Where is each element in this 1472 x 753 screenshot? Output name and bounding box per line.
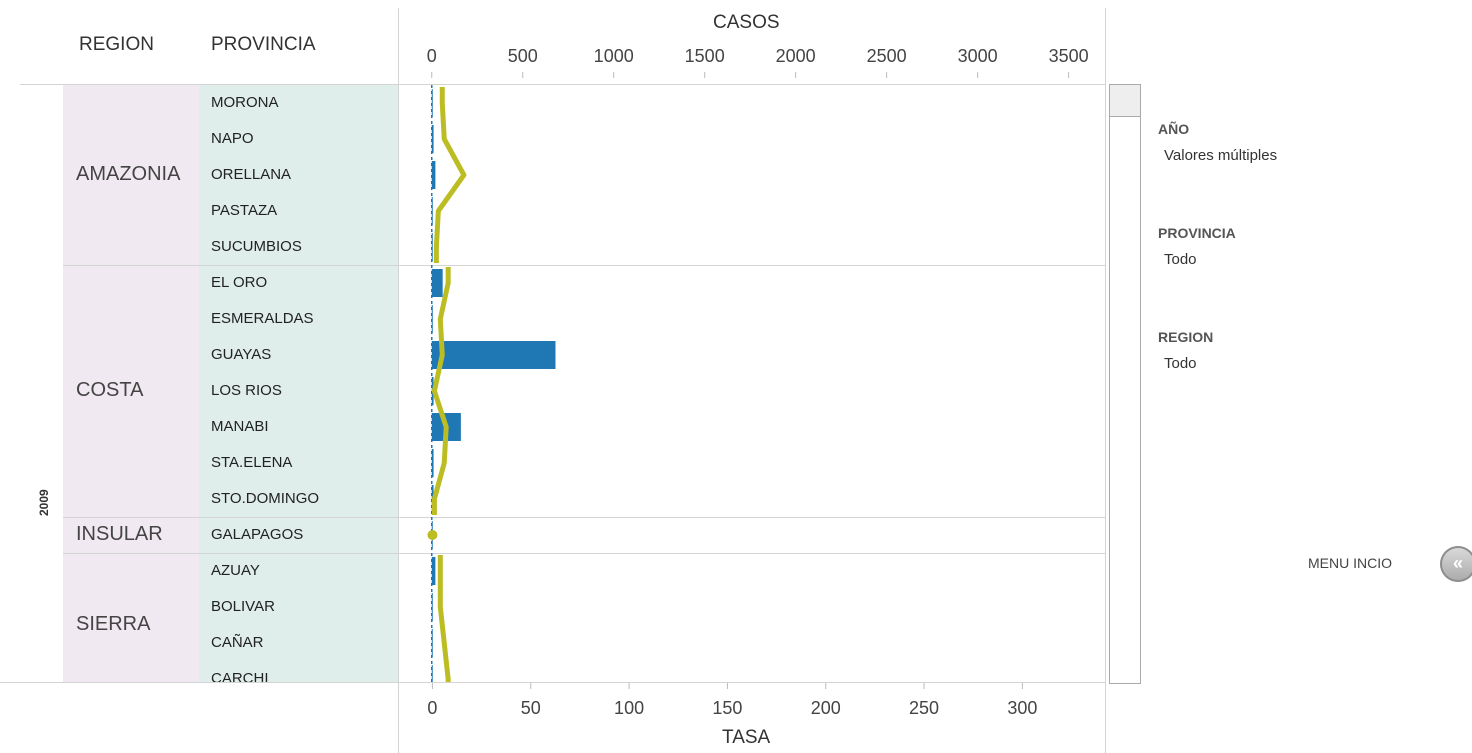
provincia-label: LOS RIOS [211,382,282,399]
provincia-band [199,265,398,517]
bottom-axis-tick-label: 50 [520,698,541,718]
top-axis-tick-label: 2000 [775,46,816,66]
provincia-label: MORONA [211,94,279,111]
provincia-label: ESMERALDAS [211,310,314,327]
top-axis-tick-label: 3000 [957,46,998,66]
region-band [63,265,199,517]
casos-bar [431,161,436,189]
casos-bar [431,197,433,225]
filter-title: REGION [1158,329,1214,345]
casos-bar [431,593,433,621]
tasa-point [427,530,438,540]
provincia-label: ORELLANA [211,166,292,183]
tasa-line [433,87,467,263]
bottom-axis-tick-label: 100 [614,698,645,718]
region-band [63,85,199,265]
provincia-label: GALAPAGOS [211,526,304,543]
filter-title: AÑO [1158,121,1190,137]
region-separator [63,553,1106,554]
top-axis-tick-label: 2500 [866,46,907,66]
region-label: COSTA [76,379,144,401]
casos-bar [431,341,556,369]
header-divider [20,84,1106,85]
provincia-column-header: PROVINCIA [211,34,316,55]
region-band [63,553,199,682]
plot-left-border [398,8,399,753]
filter-value[interactable]: Todo [1164,251,1197,268]
region-label: SIERRA [76,613,151,635]
casos-bar [431,557,436,585]
provincia-label: NAPO [211,130,254,147]
top-axis-tick-label: 3500 [1048,46,1089,66]
provincia-label: AZUAY [211,562,260,579]
filter-value[interactable]: Valores múltiples [1164,147,1278,164]
top-axis-title: CASOS [713,12,780,33]
menu-label[interactable]: MENU INCIO [1308,555,1392,571]
top-axis-tick-label: 1500 [684,46,725,66]
region-separator [63,517,1106,518]
top-axis-tick-label: 0 [426,46,437,66]
region-label: AMAZONIA [76,163,181,185]
casos-bar [431,269,443,297]
filter-value[interactable]: Todo [1164,355,1197,372]
provincia-label: STO.DOMINGO [211,490,320,507]
casos-bar [431,665,433,682]
bottom-axis-tick-label: 250 [909,698,940,718]
bottom-axis-tick-label: 300 [1007,698,1038,718]
bottom-axis-title: TASA [722,727,771,748]
provincia-label: GUAYAS [211,346,272,363]
casos-bar [431,233,433,261]
region-column-header: REGION [79,34,154,55]
casos-bar [431,305,433,333]
scrollbar-thumb[interactable] [1110,85,1140,117]
region-separator [63,265,1106,266]
provincia-label: SUCUMBIOS [211,238,302,255]
chart-plot [427,72,1070,689]
provincia-band [199,85,398,265]
region-label: INSULAR [76,523,163,545]
tasa-line [437,555,451,682]
vertical-scrollbar[interactable] [1109,84,1141,684]
provincia-label: EL ORO [211,274,268,291]
top-axis-tick-label: 500 [507,46,538,66]
provincia-label: STA.ELENA [211,454,293,471]
region-band [63,517,199,553]
bottom-axis-tick-label: 200 [810,698,841,718]
casos-bar [431,89,433,117]
filter-title: PROVINCIA [1158,225,1236,241]
casos-bar [431,125,434,153]
bottom-axis-tick-label: 0 [427,698,438,718]
provincia-label: MANABI [211,418,269,435]
double-chevron-left-icon[interactable]: « [1440,546,1472,582]
provincia-band [199,517,398,553]
provincia-label: PASTAZA [211,202,278,219]
bottom-axis-tick-label: 150 [712,698,743,718]
casos-bar [431,629,433,657]
plot-right-border [1105,8,1106,753]
footer-divider [0,682,1106,683]
provincia-label: BOLIVAR [211,598,275,615]
provincia-label: CAÑAR [211,634,264,651]
tasa-line [431,267,451,515]
provincia-band [199,553,398,682]
top-axis-tick-label: 1000 [593,46,634,66]
casos-bar [431,449,434,477]
